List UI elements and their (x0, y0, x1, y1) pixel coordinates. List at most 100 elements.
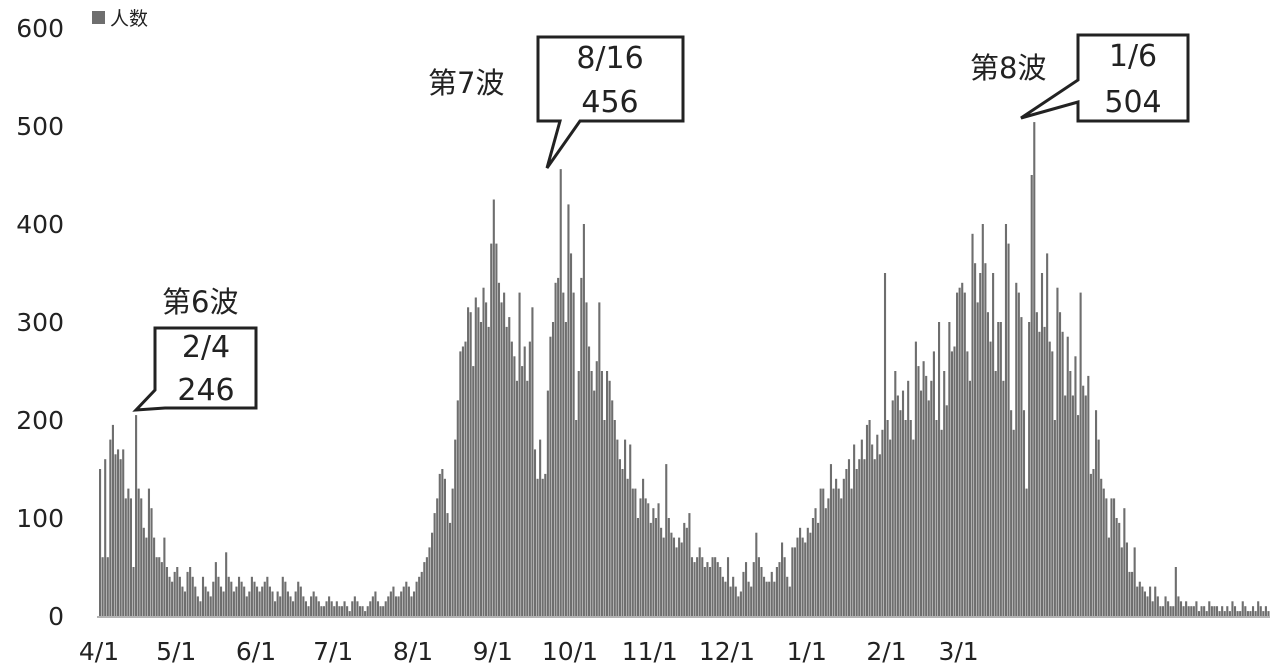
bar (618, 459, 621, 616)
bar (292, 601, 295, 616)
bar (819, 488, 822, 616)
bar (508, 317, 511, 616)
bar (307, 606, 310, 616)
bar (824, 508, 827, 616)
wave-6-callout-value: 246 (177, 373, 234, 408)
bar (593, 390, 596, 616)
bar (1030, 175, 1033, 616)
bar (261, 586, 264, 616)
bar (425, 557, 428, 616)
x-tick-label: 6/1 (236, 637, 276, 666)
x-tick-label: 5/1 (156, 637, 196, 666)
bar (1004, 224, 1008, 616)
bar (963, 292, 966, 616)
bar (1267, 611, 1270, 616)
bar (328, 596, 331, 616)
y-tick-label: 500 (16, 112, 64, 141)
bar (1208, 601, 1211, 616)
bar (804, 542, 807, 616)
bar (791, 547, 794, 616)
bar (760, 567, 763, 616)
x-tick-label: 4/1 (79, 637, 119, 666)
bar (917, 366, 920, 616)
bar (1136, 586, 1139, 616)
bar (299, 586, 302, 616)
bar (431, 532, 434, 616)
bar (207, 591, 210, 616)
bar (294, 591, 297, 616)
bar (544, 473, 547, 616)
wave-7-callout-date: 8/16 (576, 41, 643, 76)
bar (966, 351, 969, 616)
bar (883, 273, 887, 616)
bar (909, 420, 912, 616)
bar (1038, 331, 1041, 616)
bar (979, 273, 982, 616)
y-tick-label: 0 (48, 602, 64, 631)
bar (559, 169, 562, 616)
bar (606, 371, 609, 616)
bar (665, 464, 668, 616)
bar (119, 459, 122, 616)
bar (1231, 601, 1234, 616)
wave-8-callout-date: 1/6 (1109, 39, 1157, 74)
bar (994, 371, 997, 616)
bar (814, 508, 817, 616)
bar (551, 322, 555, 616)
bar (1167, 601, 1170, 616)
bar (1094, 410, 1098, 616)
bar (672, 537, 676, 616)
wave-6-callout-box (132, 326, 258, 412)
bar (232, 591, 235, 616)
bar (528, 341, 531, 616)
bar (109, 439, 112, 616)
bar (353, 596, 356, 616)
bar (1133, 547, 1136, 616)
bar (325, 601, 328, 616)
bar (564, 322, 567, 616)
bar (647, 503, 650, 616)
legend-label: 人数 (110, 8, 148, 30)
bar (1221, 606, 1224, 616)
bar (1151, 601, 1154, 616)
bar (1262, 611, 1265, 616)
bar (1123, 508, 1126, 616)
bar (912, 439, 915, 616)
bar (1205, 611, 1208, 616)
bar (487, 326, 490, 616)
bar (721, 576, 724, 616)
bar (914, 341, 917, 616)
x-tick-label: 3/1 (938, 637, 978, 666)
bar (958, 287, 961, 616)
bar (1246, 611, 1249, 616)
bar (868, 420, 871, 616)
bar (899, 410, 902, 616)
bar (467, 307, 470, 616)
bar (1074, 356, 1077, 616)
bar (340, 606, 344, 616)
bar (101, 557, 104, 616)
bar (181, 586, 184, 616)
bar (690, 557, 694, 616)
bar (402, 586, 405, 616)
bar (1264, 606, 1267, 616)
bar (1110, 498, 1113, 616)
wave-8-label: 第8波 (970, 51, 1046, 85)
bar (1213, 606, 1216, 616)
bar (580, 277, 583, 616)
bar (629, 444, 632, 616)
bar (1120, 547, 1123, 616)
bar (374, 591, 377, 616)
bar (786, 576, 789, 616)
bar (1107, 537, 1110, 616)
bar (312, 591, 315, 616)
bar (521, 366, 524, 616)
bar (173, 571, 176, 616)
bar (611, 400, 614, 616)
bar (935, 420, 938, 616)
bar (621, 469, 624, 616)
bar (1215, 606, 1219, 616)
bar (382, 606, 385, 616)
bar (1154, 586, 1157, 616)
bar (811, 518, 814, 616)
